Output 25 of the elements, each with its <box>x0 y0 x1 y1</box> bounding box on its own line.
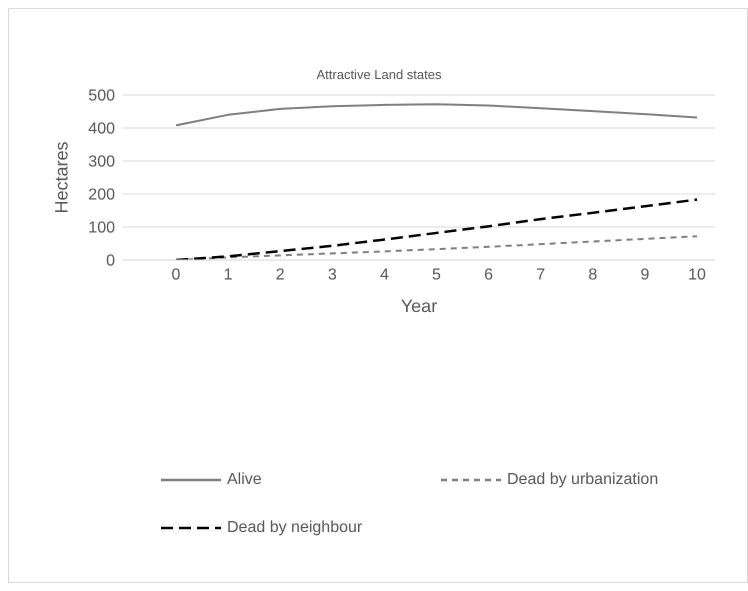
line-series <box>174 198 698 260</box>
y-tick-label: 200 <box>88 186 116 204</box>
line-series <box>175 103 698 126</box>
x-tick-label: 10 <box>688 266 706 284</box>
x-tick-label: 5 <box>432 266 442 284</box>
legend-label: Alive <box>227 471 262 489</box>
x-tick-label: 2 <box>276 266 285 284</box>
x-axis-title: Year <box>400 296 438 316</box>
x-tick-label: 9 <box>640 266 650 284</box>
x-tick-label: 6 <box>484 266 494 284</box>
y-tick-label: 100 <box>88 220 116 237</box>
x-tick-label: 4 <box>380 266 389 284</box>
y-axis-title: Hectares <box>51 141 72 214</box>
y-tick-label: 500 <box>88 88 116 105</box>
x-tick-label: 0 <box>172 266 181 284</box>
x-tick-label: 1 <box>224 266 233 284</box>
x-tick-label: 3 <box>328 266 337 284</box>
y-tick-label: 400 <box>88 120 116 138</box>
x-tick-label: 8 <box>588 266 598 284</box>
y-tick-label: 300 <box>88 154 116 171</box>
legend-label: Dead by neighbour <box>227 519 362 537</box>
x-tick-label: 7 <box>536 266 546 284</box>
y-tick-label: 0 <box>106 252 116 270</box>
legend-label: Dead by urbanization <box>507 471 658 489</box>
chart-title: Attractive Land states <box>315 67 442 82</box>
